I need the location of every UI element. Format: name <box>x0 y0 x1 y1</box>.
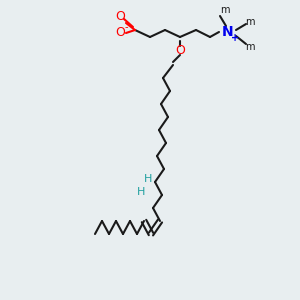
Text: O: O <box>115 26 125 40</box>
Text: O: O <box>175 44 185 56</box>
Text: m: m <box>245 42 255 52</box>
Text: N: N <box>222 25 234 39</box>
Text: H: H <box>137 187 145 197</box>
Text: +: + <box>231 33 239 43</box>
Text: O: O <box>115 10 125 22</box>
Text: H: H <box>144 174 152 184</box>
Text: m: m <box>220 5 230 15</box>
Text: m: m <box>245 17 255 27</box>
Text: -: - <box>124 22 128 32</box>
